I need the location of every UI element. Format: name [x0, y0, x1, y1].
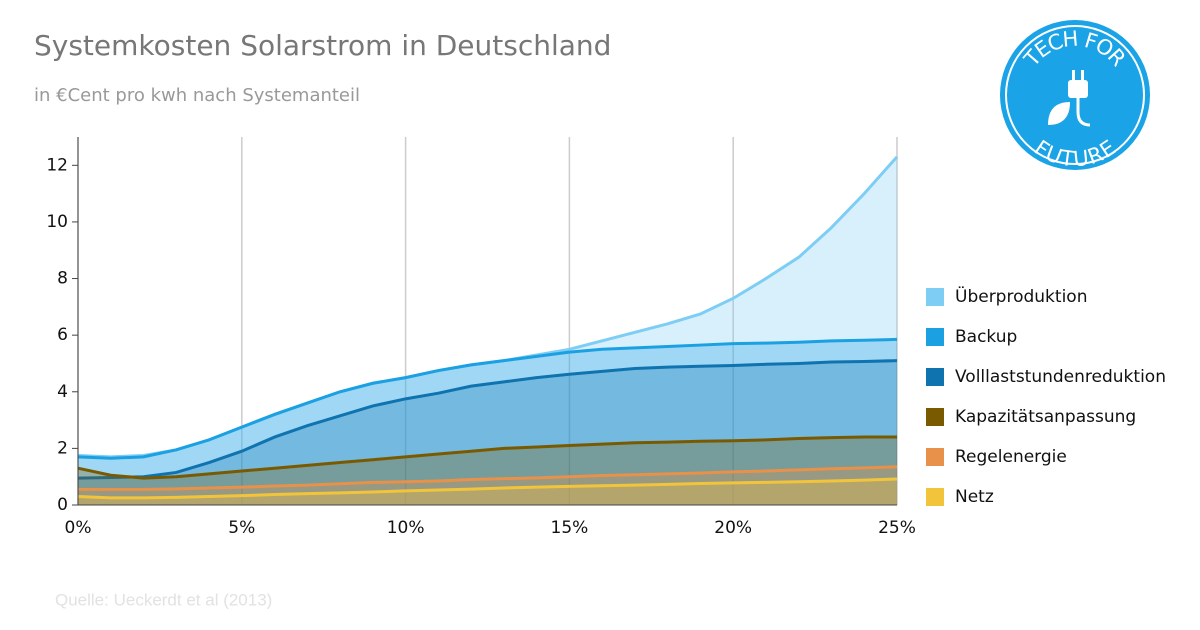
legend-label: Netz: [955, 487, 994, 507]
legend-swatch: [926, 488, 944, 506]
line: [77, 337, 898, 460]
x-tick-label: 5%: [228, 518, 255, 538]
legend-label: Volllaststundenreduktion: [955, 367, 1166, 387]
y-tick-label: 6: [57, 325, 68, 345]
source: Quelle: Ueckerdt et al (2013): [55, 590, 272, 609]
chart-subtitle: in €Cent pro kwh nach Systemanteil: [34, 85, 360, 106]
legend-swatch: [926, 288, 944, 306]
logo-cable: [1076, 98, 1091, 127]
area: [78, 156, 897, 506]
x-tick-label: 20%: [714, 518, 752, 538]
logo-plug: [1068, 80, 1088, 98]
logo-leaf: [1048, 102, 1070, 125]
legend-label: Regelenergie: [955, 447, 1067, 467]
y-tick-label: 8: [57, 269, 68, 289]
legend-label: Kapazitätsanpassung: [955, 407, 1136, 427]
chart-title: Systemkosten Solarstrom in Deutschland: [34, 29, 611, 62]
x-tick-label: 25%: [878, 518, 916, 538]
legend-swatch: [926, 368, 944, 386]
area: [78, 339, 897, 505]
x-tick-label: 0%: [65, 518, 92, 538]
legend-label: Überproduktion: [955, 285, 1087, 307]
logo-pin: [1081, 70, 1084, 81]
line: [77, 435, 897, 480]
line: [78, 465, 898, 491]
y-tick-label: 0: [57, 495, 68, 515]
x-tick-label: 15%: [551, 518, 589, 538]
line: [77, 359, 898, 480]
legend-swatch: [926, 328, 944, 346]
logo: TECH FOR FUTURE: [1000, 20, 1150, 171]
logo-pin: [1072, 70, 1075, 81]
y-tick-label: 12: [46, 155, 68, 175]
x-tick-label: 10%: [387, 518, 425, 538]
line: [77, 477, 898, 500]
area: [78, 478, 897, 505]
legend-label: Backup: [955, 327, 1017, 347]
y-tick-label: 2: [57, 438, 68, 458]
legend-swatch: [926, 448, 944, 466]
logo-ring: [1005, 25, 1145, 165]
y-tick-label: 4: [57, 382, 68, 402]
y-tick-label: 10: [46, 212, 68, 232]
legend-swatch: [926, 408, 944, 426]
area: [78, 437, 897, 505]
